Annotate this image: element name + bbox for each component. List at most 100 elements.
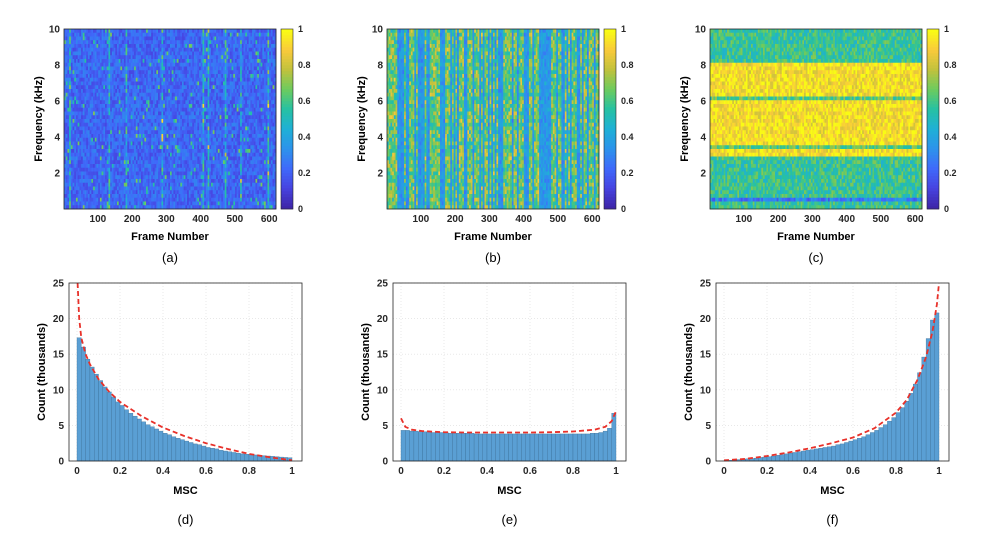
heatmap-cell	[146, 81, 149, 86]
heatmap-cell	[84, 40, 87, 45]
heatmap-cell	[245, 115, 248, 120]
heatmap-cell	[236, 81, 239, 86]
heatmap-cell	[180, 149, 183, 154]
heatmap-cell	[154, 107, 157, 112]
heatmap-cell	[211, 36, 214, 41]
heatmap-cell	[113, 29, 116, 34]
heatmap-cell	[229, 70, 232, 75]
heatmap-cell	[176, 74, 179, 79]
heatmap-cell	[120, 156, 123, 161]
heatmap-cell	[159, 62, 162, 67]
heatmap-cell	[123, 44, 126, 49]
heatmap-cell	[192, 149, 195, 154]
heatmap-cell	[161, 47, 164, 52]
heatmap-cell	[209, 44, 212, 49]
heatmap-cell	[137, 122, 140, 127]
heatmap-cell	[110, 152, 113, 157]
heatmap-cell	[110, 119, 113, 124]
heatmap-cell	[122, 119, 125, 124]
heatmap-cell	[98, 100, 101, 105]
heatmap-cell	[144, 156, 147, 161]
heatmap-cell	[144, 119, 147, 124]
heatmap-cell	[65, 104, 68, 109]
heatmap-cell	[257, 130, 260, 135]
heatmap-cell	[87, 149, 90, 154]
heatmap-cell	[243, 119, 246, 124]
heatmap-cell	[125, 96, 128, 101]
heatmap-cell	[216, 40, 219, 45]
heatmap-cell	[158, 66, 161, 71]
heatmap-cell	[219, 55, 222, 60]
heatmap-cell	[258, 149, 261, 154]
heatmap-cell	[171, 122, 174, 127]
heatmap-cell	[110, 179, 113, 184]
heatmap-cell	[245, 32, 248, 37]
heatmap-cell	[181, 51, 184, 56]
heatmap-cell	[176, 149, 179, 154]
heatmap-cell	[212, 126, 215, 131]
heatmap-cell	[117, 81, 120, 86]
heatmap-cell	[118, 122, 121, 127]
heatmap-cell	[260, 51, 263, 56]
heatmap-cell	[223, 115, 226, 120]
heatmap-cell	[224, 137, 227, 142]
heatmap-cell	[238, 47, 241, 52]
heatmap-cell	[180, 130, 183, 135]
heatmap-cell	[217, 62, 220, 67]
heatmap-cell	[134, 167, 137, 172]
heatmap-cell	[257, 164, 260, 169]
heatmap-cell	[111, 81, 114, 86]
heatmap-cell	[159, 55, 162, 60]
heatmap-cell	[77, 44, 80, 49]
heatmap-cell	[173, 160, 176, 165]
heatmap-cell	[87, 100, 90, 105]
heatmap-cell	[221, 115, 224, 120]
heatmap-cell	[212, 104, 215, 109]
heatmap-cell	[105, 126, 108, 131]
heatmap-cell	[269, 70, 272, 75]
heatmap-cell	[264, 134, 267, 139]
heatmap-cell	[86, 47, 89, 52]
heatmap-cell	[67, 77, 70, 82]
heatmap-cell	[89, 171, 92, 176]
heatmap-cell	[250, 66, 253, 71]
heatmap-cell	[223, 36, 226, 41]
heatmap-cell	[69, 70, 72, 75]
heatmap-cell	[149, 66, 152, 71]
heatmap-cell	[274, 111, 277, 116]
heatmap-cell	[111, 100, 114, 105]
heatmap-cell	[175, 152, 178, 157]
heatmap-cell	[120, 164, 123, 169]
heatmap-cell	[219, 119, 222, 124]
heatmap-cell	[250, 104, 253, 109]
heatmap-cell	[75, 74, 78, 79]
heatmap-cell	[202, 85, 205, 90]
heatmap-cell	[231, 126, 234, 131]
heatmap-cell	[64, 92, 67, 97]
heatmap-cell	[103, 47, 106, 52]
heatmap-cell	[154, 81, 157, 86]
heatmap-cell	[149, 126, 152, 131]
heatmap-cell	[267, 96, 270, 101]
heatmap-cell	[231, 149, 234, 154]
heatmap-cell	[161, 51, 164, 56]
heatmap-cell	[252, 81, 255, 86]
heatmap-cell	[269, 77, 272, 82]
heatmap-cell	[69, 107, 72, 112]
heatmap-cell	[69, 134, 72, 139]
heatmap-cell	[272, 36, 275, 41]
heatmap-cell	[137, 70, 140, 75]
heatmap-cell	[79, 156, 82, 161]
heatmap-cell	[173, 40, 176, 45]
heatmap-cell	[262, 167, 265, 172]
heatmap-cell	[246, 156, 249, 161]
heatmap-cell	[135, 51, 138, 56]
heatmap-cell	[106, 59, 109, 64]
heatmap-cell	[253, 96, 256, 101]
heatmap-cell	[105, 111, 108, 116]
heatmap-cell	[64, 126, 67, 131]
heatmap-cell	[122, 126, 125, 131]
heatmap-cell	[252, 36, 255, 41]
heatmap-cell	[147, 141, 150, 146]
heatmap-cell	[132, 145, 135, 150]
